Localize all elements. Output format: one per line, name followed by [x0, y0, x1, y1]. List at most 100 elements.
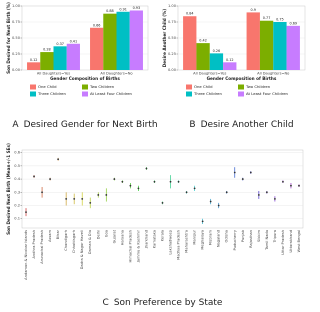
- point: [249, 171, 252, 174]
- point: [129, 184, 132, 187]
- y-tick-label: 0.1: [14, 217, 20, 221]
- x-tick-label: Meghalaya: [201, 230, 205, 250]
- point: [209, 200, 212, 203]
- legend-swatch: [186, 84, 192, 90]
- plot-panel: [21, 149, 304, 229]
- y-tick-label: 0.00: [12, 68, 21, 72]
- point: [185, 191, 188, 194]
- bar: [246, 12, 260, 70]
- x-tick-label: All Daughters=No: [257, 72, 289, 76]
- bar: [27, 62, 41, 70]
- legend-label: Two Children: [245, 84, 271, 89]
- point: [33, 175, 35, 178]
- value-label: 0.66: [93, 23, 101, 27]
- x-tick-label: Chhattisgarh: [72, 230, 76, 253]
- point: [105, 194, 108, 196]
- panel-letter: B: [189, 120, 195, 130]
- bar: [223, 62, 237, 70]
- value-label: 0.93: [133, 6, 141, 10]
- point: [113, 178, 116, 180]
- value-label: 0.77: [263, 16, 271, 20]
- y-tick-label: 0.00: [168, 68, 177, 72]
- bar: [116, 11, 130, 70]
- y-tick-label: 0.25: [12, 52, 20, 56]
- x-tick-label: Himachal Pradesh: [128, 230, 132, 262]
- x-tick-label: Jharkhand: [144, 230, 148, 249]
- legend-swatch: [82, 91, 88, 97]
- value-label: 0.9: [251, 8, 256, 12]
- bar: [183, 16, 197, 71]
- value-label: 0.42: [199, 39, 207, 43]
- y-tick-label: 0.4: [14, 177, 20, 181]
- point: [265, 191, 268, 194]
- x-tick-label: Uttarakhand: [289, 230, 293, 252]
- point: [49, 178, 51, 180]
- x-tick-label: Uttar Pradesh: [281, 230, 285, 255]
- value-label: 0.84: [186, 12, 194, 16]
- x-tick-label: Lakshadweep: [169, 229, 173, 254]
- x-tick-label: All Daughters=Yes: [37, 72, 70, 76]
- bar: [273, 22, 287, 70]
- legend-label: Three Children: [193, 91, 222, 96]
- panel-letter: A: [12, 120, 19, 130]
- legend-swatch: [238, 91, 244, 97]
- legend-label: At Least Four Children: [90, 91, 133, 96]
- point: [65, 198, 68, 200]
- legend-swatch: [30, 91, 36, 97]
- x-tick-label: West Bengal: [297, 230, 301, 252]
- y-tick-label: 0.3: [14, 190, 20, 194]
- x-tick-label: Delhi: [96, 230, 100, 239]
- panel-title: Desire Another Child: [201, 120, 294, 130]
- x-tick-label: Punjab: [241, 229, 245, 242]
- point: [233, 171, 236, 174]
- bar: [196, 43, 210, 70]
- bar: [259, 20, 274, 70]
- legend-label: One Child: [38, 84, 57, 89]
- y-tick-label: 1.00: [12, 4, 21, 8]
- x-tick-label: Manipur: [193, 229, 197, 244]
- legend-swatch: [30, 84, 36, 90]
- panel-caption: B Desire Another Child: [189, 120, 293, 130]
- x-tick-label: Madhya Pradesh: [177, 230, 181, 260]
- bar: [90, 27, 104, 70]
- point: [161, 201, 164, 204]
- x-tick-label: Mizoram: [209, 230, 213, 246]
- point: [97, 194, 100, 196]
- legend-swatch: [238, 84, 244, 90]
- point: [274, 198, 276, 200]
- panel-letter: C: [103, 298, 109, 308]
- value-label: 0.12: [226, 58, 234, 62]
- point: [225, 191, 228, 194]
- point: [41, 191, 43, 194]
- x-tick-label: Sikkim: [257, 230, 261, 242]
- bar: [53, 46, 67, 70]
- x-tick-label: Karnataka: [152, 230, 156, 248]
- y-tick-label: 0.2: [14, 204, 20, 208]
- point: [73, 198, 76, 200]
- x-tick-label: Tripura: [273, 230, 277, 243]
- x-tick-label: Haryana: [120, 230, 124, 245]
- x-tick-label: Jammu & Kashmir: [136, 229, 140, 263]
- x-tick-label: All Daughters=Yes: [193, 72, 226, 76]
- x-tick-label: Puducherry: [233, 229, 237, 250]
- value-label: 0.88: [106, 9, 114, 13]
- panel-title: Desired Gender for Next Birth: [24, 120, 158, 130]
- bar: [103, 13, 117, 70]
- point: [89, 201, 92, 204]
- legend-label: One Child: [194, 84, 213, 89]
- x-tick-label: Dadra & Nagar Haveli: [80, 230, 84, 269]
- point: [201, 220, 204, 223]
- x-tick-label: Odisha: [225, 230, 229, 242]
- point: [121, 180, 124, 183]
- value-label: 0.37: [56, 42, 64, 46]
- point: [282, 180, 284, 183]
- legend-label: Two Children: [89, 84, 115, 89]
- x-tick-label: Rajasthan: [249, 230, 253, 248]
- legend-label: Three Children: [37, 91, 66, 96]
- point: [241, 178, 244, 180]
- x-tick-label: Andaman & Nicobar Islands: [24, 230, 28, 280]
- value-label: 0.75: [276, 18, 284, 22]
- y-tick-label: 0.6: [14, 151, 20, 155]
- bar: [129, 10, 143, 70]
